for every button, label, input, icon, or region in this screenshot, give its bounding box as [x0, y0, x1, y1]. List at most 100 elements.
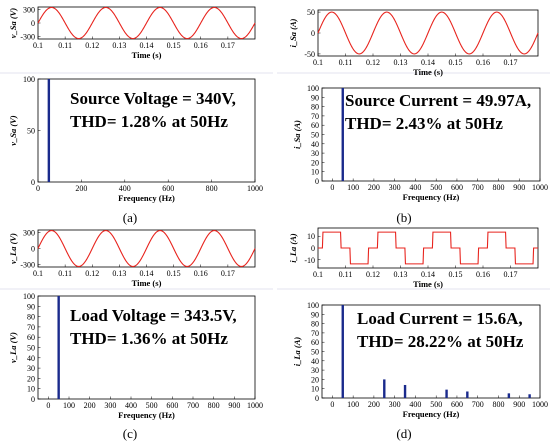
x-tick-label: 600 [166, 401, 178, 410]
harmonic-bar [383, 379, 386, 398]
x-axis-label: Frequency (Hz) [403, 192, 460, 202]
x-tick-label: 1000 [247, 184, 263, 193]
x-axis-label: Time (s) [413, 67, 443, 77]
y-tick-label: 40 [311, 140, 319, 149]
x-tick-label: 0.15 [449, 58, 463, 67]
x-tick-label: 0.17 [504, 58, 518, 67]
harmonic-bar [528, 394, 531, 398]
x-tick-label: 300 [389, 400, 401, 409]
harmonic-bar [57, 296, 60, 399]
thd-annotation-line: THD= 28.22% at 50Hz [357, 332, 524, 351]
y-tick-label: 50 [27, 127, 35, 136]
x-tick-label: 0.17 [504, 270, 518, 279]
y-tick-label: 50 [311, 348, 319, 357]
y-tick-label: 80 [311, 320, 319, 329]
x-tick-label: 1000 [532, 400, 548, 409]
x-tick-label: 100 [347, 183, 359, 192]
caption-d: (d) [396, 426, 411, 441]
x-tick-label: 0.13 [394, 58, 408, 67]
caption-b: (b) [396, 210, 411, 225]
x-tick-label: 300 [389, 183, 401, 192]
x-axis-label: Time (s) [132, 278, 162, 288]
x-tick-label: 0.16 [476, 270, 490, 279]
x-tick-label: 600 [162, 184, 174, 193]
x-tick-label: 0.12 [85, 269, 99, 278]
thd-annotation-line: Load Voltage = 343.5V, [70, 306, 237, 325]
chart-ila_wave: 0.1 0.11 0.12 0.13 0.14 0.15 0.16 0.17 -10 0 10 Tim… [288, 227, 539, 289]
waveform-line [317, 11, 539, 55]
x-tick-label: 500 [430, 400, 442, 409]
chart-vla_wave: 0.1 0.11 0.12 0.13 0.14 0.15 0.16 0.17 -300 0 300 T… [8, 229, 256, 288]
y-tick-label: 50 [307, 8, 315, 17]
x-tick-label: 0.11 [58, 41, 72, 50]
y-tick-label: 70 [311, 112, 319, 121]
x-tick-label: 0.13 [112, 269, 126, 278]
y-tick-label: 30 [27, 364, 35, 373]
caption-c: (c) [123, 426, 137, 441]
chart-vla_fft: 0 100 200 300 400 500 600 700 800 900 100001020304… [8, 292, 263, 420]
y-tick-label: 0 [31, 19, 35, 28]
x-tick-label: 0.1 [313, 270, 323, 279]
y-tick-label: -50 [304, 50, 315, 59]
y-tick-label: 100 [307, 301, 319, 310]
x-tick-label: 0.14 [421, 58, 435, 67]
y-tick-label: 0 [31, 395, 35, 404]
y-tick-label: 30 [311, 366, 319, 375]
y-tick-label: 60 [311, 338, 319, 347]
x-axis-label: Frequency (Hz) [403, 409, 460, 419]
x-tick-label: 700 [187, 401, 199, 410]
x-tick-label: 800 [208, 401, 220, 410]
y-axis-label: i_La (A) [292, 337, 302, 367]
y-tick-label: 20 [311, 375, 319, 384]
y-tick-label: 10 [307, 232, 315, 241]
x-tick-label: 0 [330, 400, 334, 409]
x-tick-label: 0.11 [339, 270, 353, 279]
y-tick-label: -300 [20, 260, 35, 269]
x-tick-label: 800 [492, 400, 504, 409]
thd-annotation-line: THD= 1.28% at 50Hz [70, 112, 228, 131]
harmonic-bar [507, 393, 511, 398]
thd-annotation-line: THD= 2.43% at 50Hz [345, 114, 503, 133]
thd-annotation-line: Source Current = 49.97A, [345, 91, 531, 110]
harmonic-bar [445, 389, 448, 398]
thd-annotation-line: THD= 1.36% at 50Hz [70, 329, 228, 348]
x-tick-label: 0.15 [449, 270, 463, 279]
x-tick-label: 0.12 [366, 270, 380, 279]
x-tick-label: 900 [513, 400, 525, 409]
y-tick-label: 300 [23, 5, 35, 14]
x-tick-label: 0.17 [221, 41, 235, 50]
x-tick-label: 200 [368, 400, 380, 409]
harmonic-bar [341, 305, 344, 398]
x-tick-label: 0.11 [339, 58, 353, 67]
x-tick-label: 200 [75, 184, 87, 193]
x-tick-label: 0.16 [476, 58, 490, 67]
x-tick-label: 0 [36, 184, 40, 193]
x-tick-label: 500 [430, 183, 442, 192]
x-tick-label: 0.13 [112, 41, 126, 50]
x-tick-label: 0.14 [140, 269, 154, 278]
y-axis-label: v_La (V) [8, 332, 18, 363]
y-tick-label: 40 [27, 354, 35, 363]
x-tick-label: 0.13 [394, 270, 408, 279]
waveform-line [318, 231, 538, 265]
x-tick-label: 900 [228, 401, 240, 410]
harmonic-bar [466, 391, 469, 398]
x-tick-label: 300 [104, 401, 116, 410]
x-axis-label: Time (s) [132, 50, 162, 60]
x-tick-label: 500 [146, 401, 158, 410]
y-tick-label: 60 [311, 121, 319, 130]
x-tick-label: 0.11 [58, 269, 72, 278]
x-tick-label: 100 [347, 400, 359, 409]
y-tick-label: 0 [31, 245, 35, 254]
y-tick-label: 0 [311, 29, 315, 38]
thd-annotation-line: Load Current = 15.6A, [357, 309, 523, 328]
y-tick-label: 20 [311, 158, 319, 167]
y-tick-label: 0 [31, 178, 35, 187]
x-tick-label: 0.12 [366, 58, 380, 67]
y-tick-label: 70 [27, 323, 35, 332]
y-tick-label: 90 [311, 93, 319, 102]
x-tick-label: 400 [119, 184, 131, 193]
y-tick-label: 90 [27, 302, 35, 311]
y-tick-label: 10 [311, 385, 319, 394]
y-axis-label: i_La (A) [288, 233, 298, 263]
